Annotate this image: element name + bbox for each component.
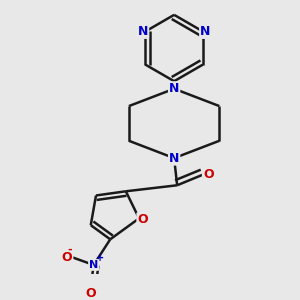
Text: N: N [138, 25, 148, 38]
Text: N: N [169, 152, 179, 165]
Text: O: O [62, 251, 72, 264]
Text: N: N [89, 260, 98, 270]
Text: -: - [67, 245, 72, 255]
Text: +: + [96, 253, 104, 263]
Text: O: O [85, 287, 96, 300]
Text: O: O [137, 213, 148, 226]
Text: N: N [169, 82, 179, 95]
Text: O: O [203, 168, 214, 181]
Text: N: N [200, 25, 211, 38]
